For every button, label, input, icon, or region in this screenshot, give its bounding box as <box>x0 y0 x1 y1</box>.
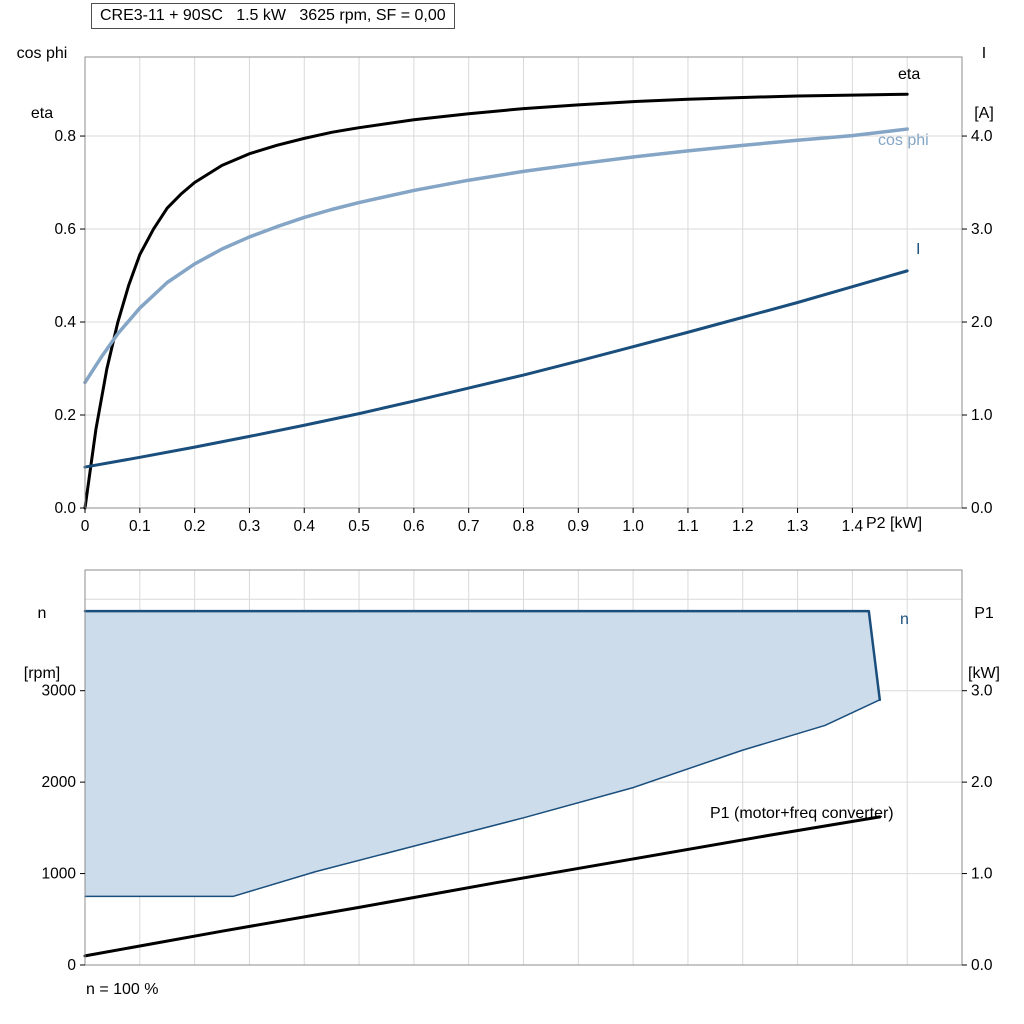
svg-text:0.6: 0.6 <box>403 518 425 535</box>
svg-text:2.0: 2.0 <box>971 314 993 331</box>
svg-text:0.7: 0.7 <box>458 518 480 535</box>
current-curve-label: I <box>916 241 921 258</box>
svg-text:0.2: 0.2 <box>54 407 76 424</box>
cos-phi-axis-label: cos phi <box>16 45 68 62</box>
svg-text:0.4: 0.4 <box>293 518 315 535</box>
speed-axis-label: n <box>37 605 47 622</box>
svg-text:0.0: 0.0 <box>54 500 76 517</box>
svg-text:1.0: 1.0 <box>971 407 993 424</box>
left-axis-title-top: cos phi eta <box>6 4 78 164</box>
svg-text:3.0: 3.0 <box>971 683 993 700</box>
svg-text:2.0: 2.0 <box>971 774 993 791</box>
svg-text:0.9: 0.9 <box>568 518 590 535</box>
chart-title: CRE3-11 + 90SC 1.5 kW 3625 rpm, SF = 0,0… <box>91 3 455 29</box>
svg-text:0: 0 <box>67 957 76 974</box>
svg-text:0.5: 0.5 <box>348 518 370 535</box>
svg-text:0.0: 0.0 <box>971 500 993 517</box>
svg-text:0.8: 0.8 <box>513 518 535 535</box>
svg-text:0: 0 <box>81 518 90 535</box>
eta-axis-label: eta <box>30 105 54 122</box>
current-axis-label: I <box>981 45 987 62</box>
eta-curve-label: eta <box>898 66 921 83</box>
x-axis-label: P2 [kW] <box>866 515 923 532</box>
speed-curve-label: n <box>900 611 909 628</box>
svg-text:1000: 1000 <box>42 866 77 883</box>
svg-text:0.2: 0.2 <box>184 518 206 535</box>
svg-text:0.0: 0.0 <box>971 957 993 974</box>
svg-text:3000: 3000 <box>42 683 77 700</box>
svg-text:3.0: 3.0 <box>971 221 993 238</box>
svg-text:1.1: 1.1 <box>677 518 699 535</box>
svg-text:1.4: 1.4 <box>842 518 864 535</box>
footer-note: n = 100 % <box>86 981 159 998</box>
svg-text:1.0: 1.0 <box>971 866 993 883</box>
svg-text:2000: 2000 <box>42 774 77 791</box>
right-axis-title-bottom: P1 [kW] <box>952 564 1016 724</box>
kw-unit-label: [kW] <box>968 665 1000 682</box>
p1-axis-label: P1 <box>974 605 994 622</box>
rpm-unit-label: [rpm] <box>23 665 61 682</box>
svg-text:0.4: 0.4 <box>54 314 76 331</box>
cos-phi-curve-label: cos phi <box>878 132 929 149</box>
svg-text:1.3: 1.3 <box>787 518 809 535</box>
svg-text:1.0: 1.0 <box>622 518 644 535</box>
svg-text:0.1: 0.1 <box>129 518 151 535</box>
svg-text:4.0: 4.0 <box>971 128 993 145</box>
svg-text:0.3: 0.3 <box>239 518 261 535</box>
left-axis-title-bottom: n [rpm] <box>6 564 78 724</box>
p1-curve-label: P1 (motor+freq converter) <box>710 805 894 822</box>
svg-text:0.6: 0.6 <box>54 221 76 238</box>
ampere-unit-label: [A] <box>974 105 994 122</box>
svg-text:0.8: 0.8 <box>54 128 76 145</box>
right-axis-title-top: I [A] <box>952 4 1016 164</box>
svg-text:1.2: 1.2 <box>732 518 754 535</box>
